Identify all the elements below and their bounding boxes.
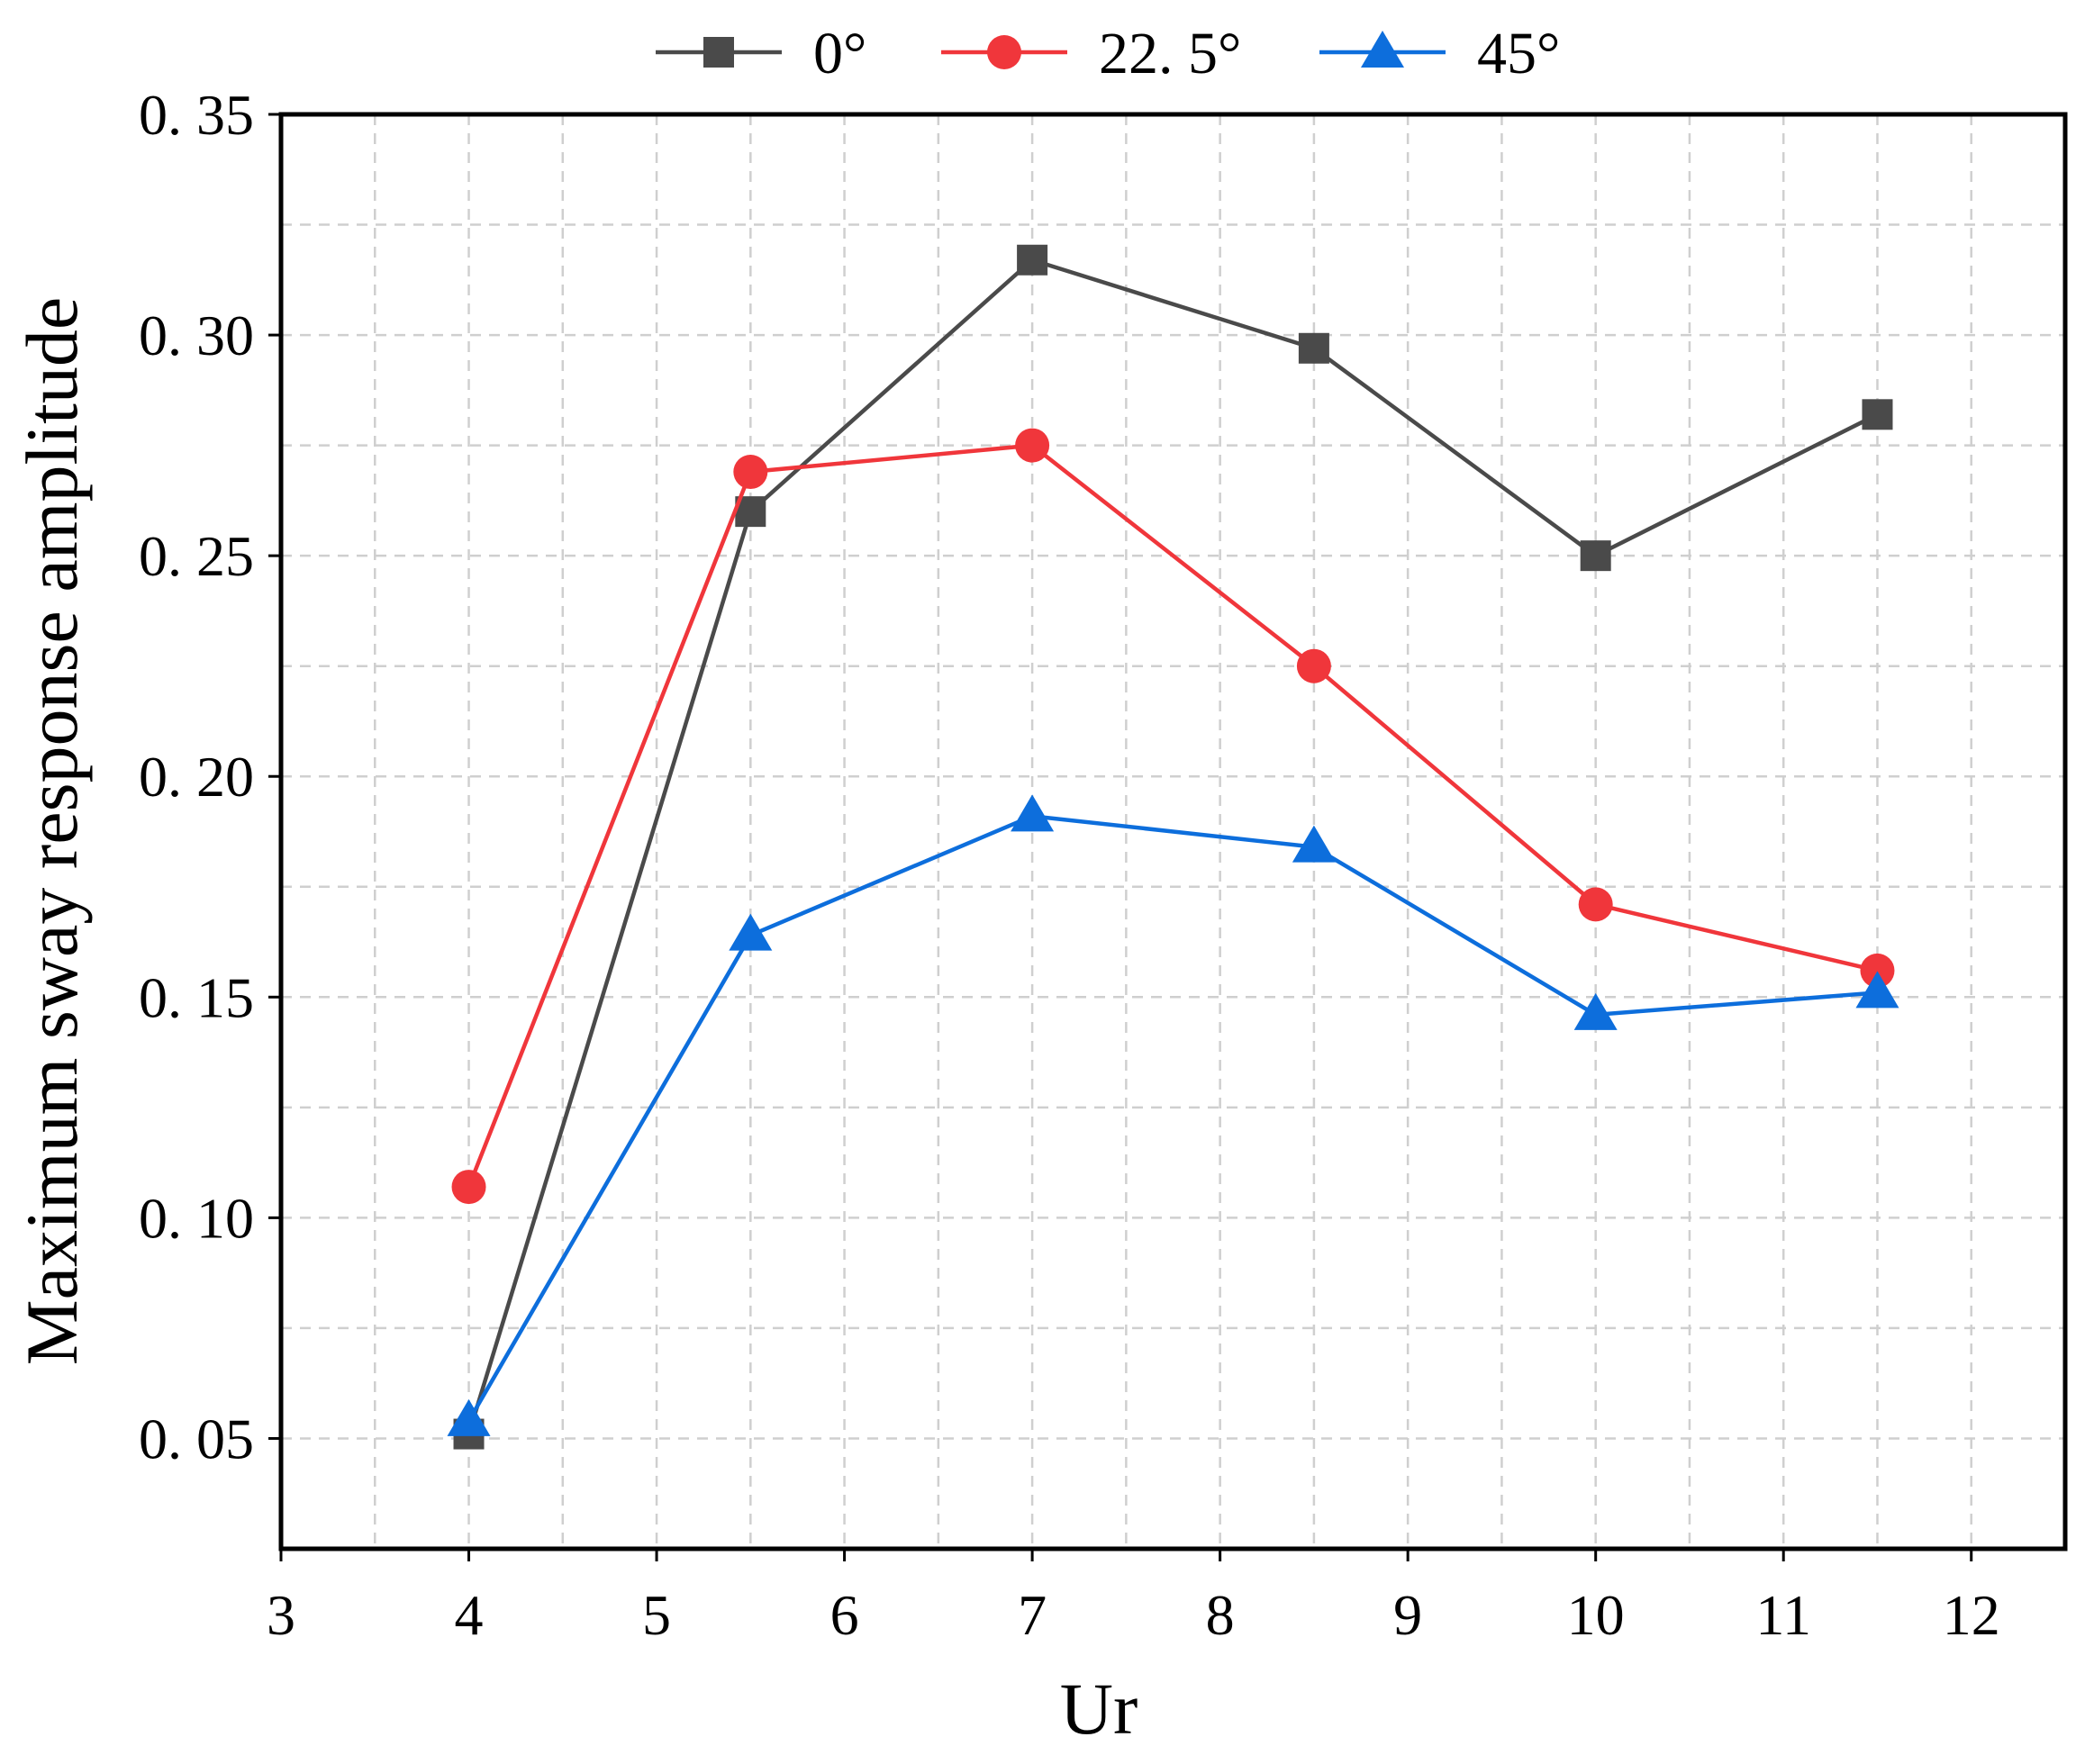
series-triangle — [447, 794, 1899, 1436]
series-layer — [447, 244, 1899, 1450]
x-tick-label: 3 — [267, 1583, 295, 1647]
legend: 0° 22. 5° 45° — [656, 21, 1560, 86]
data-point-circle — [1296, 648, 1331, 683]
data-point-triangle — [1011, 794, 1055, 832]
grid — [281, 114, 2065, 1549]
y-tick-label: 0. 30 — [139, 303, 254, 367]
x-tick-label: 6 — [830, 1583, 859, 1647]
series-line — [467, 443, 1878, 1188]
data-point-square — [1580, 540, 1611, 572]
data-point-square — [1298, 332, 1329, 364]
data-point-triangle — [729, 913, 773, 951]
data-point-circle — [1860, 953, 1895, 988]
legend-label: 22. 5° — [1099, 21, 1241, 86]
legend-marker-circle — [987, 35, 1021, 69]
x-tick-label: 11 — [1755, 1583, 1811, 1647]
x-tick-label: 9 — [1393, 1583, 1422, 1647]
axis-ticks: 3 4 5 6 7 8 9 10 11 12 0. 05 0. 10 0. 15 0. 20 0. 25 0.… — [139, 83, 2000, 1647]
data-point-triangle — [1573, 992, 1618, 1030]
y-tick-label: 0. 15 — [139, 965, 254, 1029]
y-tick-label: 0. 25 — [139, 524, 254, 588]
data-point-circle — [1015, 428, 1050, 463]
data-point-circle — [1578, 887, 1613, 922]
data-point-triangle — [447, 1398, 491, 1436]
legend-label: 0° — [813, 21, 866, 86]
legend-marker-square — [703, 37, 734, 68]
series-line — [467, 258, 1879, 1435]
data-point-triangle — [1855, 971, 1899, 1009]
x-axis-title: Ur — [1060, 1668, 1138, 1750]
legend-marker-triangle — [1361, 31, 1404, 68]
legend-item: 45° — [1319, 21, 1560, 86]
data-point-circle — [733, 455, 768, 490]
data-point-square — [1017, 244, 1048, 276]
series-line — [467, 814, 1878, 1422]
x-tick-label: 4 — [455, 1583, 484, 1647]
data-point-triangle — [1292, 825, 1336, 863]
x-tick-label: 10 — [1567, 1583, 1625, 1647]
y-tick-label: 0. 20 — [139, 745, 254, 809]
y-axis-title: Maximum sway response amplitude — [11, 297, 93, 1366]
legend-item: 22. 5° — [941, 21, 1241, 86]
series-circle — [451, 428, 1895, 1205]
x-tick-label: 7 — [1018, 1583, 1047, 1647]
data-point-square — [1862, 399, 1893, 430]
y-tick-label: 0. 10 — [139, 1186, 254, 1250]
legend-item: 0° — [656, 21, 866, 86]
plot-area-frame — [278, 112, 2068, 1551]
y-tick-label: 0. 05 — [139, 1407, 254, 1470]
x-tick-label: 5 — [642, 1583, 671, 1647]
x-tick-label: 12 — [1943, 1583, 2000, 1647]
x-tick-label: 8 — [1206, 1583, 1235, 1647]
y-tick-label: 0. 35 — [139, 83, 254, 147]
data-point-circle — [451, 1170, 486, 1205]
legend-label: 45° — [1477, 21, 1560, 86]
